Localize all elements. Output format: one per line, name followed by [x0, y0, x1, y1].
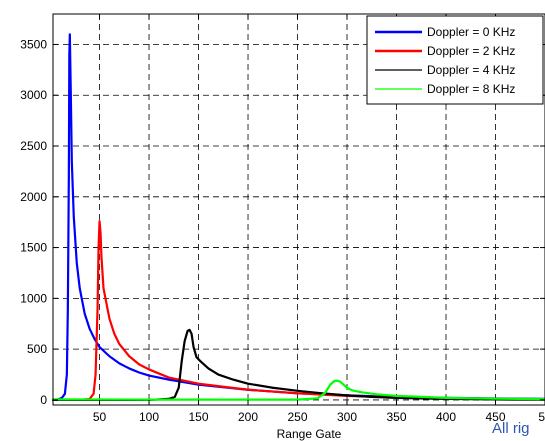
x-tick-label: 300 — [337, 410, 357, 424]
x-tick-label: 350 — [386, 410, 406, 424]
x-tick-label: 200 — [238, 410, 258, 424]
x-axis-label: Range Gate — [277, 427, 342, 441]
y-tick-label: 3500 — [20, 37, 47, 51]
y-tick-label: 1000 — [20, 291, 47, 305]
x-tick-label: 450 — [485, 410, 505, 424]
legend: Doppler = 0 KHz Doppler = 2 KHz Doppler = … — [366, 15, 544, 105]
watermark-text: All rig — [492, 420, 530, 437]
y-tick-label: 2000 — [20, 190, 47, 204]
y-tick-label: 3000 — [20, 88, 47, 102]
x-tick-label: 50 — [93, 410, 107, 424]
y-tick-label: 1500 — [20, 241, 47, 255]
x-tick-label: 400 — [436, 410, 456, 424]
legend-label: Doppler = 2 KHz — [427, 44, 515, 58]
series-line-2 — [51, 328, 545, 402]
series-line-3 — [51, 379, 545, 401]
x-tick-label: 50 — [538, 410, 545, 424]
y-tick-label: 2500 — [20, 139, 47, 153]
series-line-1 — [51, 220, 545, 402]
legend-label: Doppler = 4 KHz — [427, 63, 515, 77]
y-tick-label: 0 — [40, 393, 47, 407]
plot-frame — [52, 13, 545, 406]
legend-label: Doppler = 8 KHz — [427, 82, 515, 96]
axis-ticks: 5010015020025030035040045050050010001500… — [20, 14, 545, 424]
grid — [53, 14, 545, 405]
y-tick-label: 500 — [27, 342, 47, 356]
x-tick-label: 150 — [189, 410, 209, 424]
legend-label: Doppler = 0 KHz — [427, 25, 515, 39]
series-lines — [51, 33, 545, 402]
x-tick-label: 250 — [287, 410, 307, 424]
x-tick-label: 100 — [139, 410, 159, 424]
